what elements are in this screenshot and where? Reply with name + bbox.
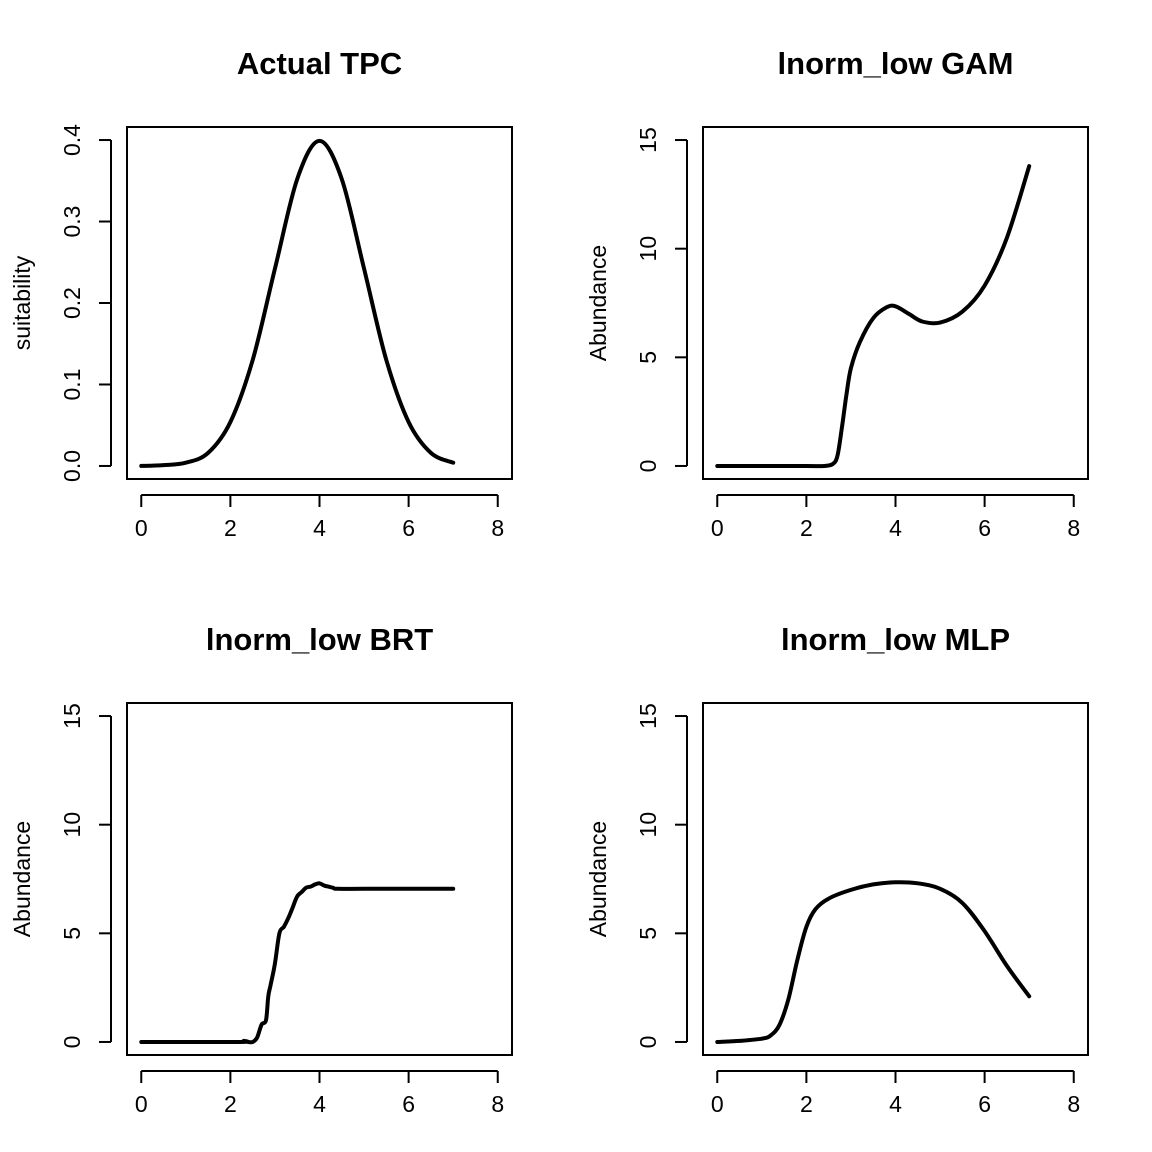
chart-title: Actual TPC	[237, 46, 402, 81]
panel-4: lnorm_low MLP 0 2 4 6 8 0 5 10 15 Abundance	[585, 622, 1089, 1117]
y-tick-label: 5	[635, 927, 661, 940]
y-tick-label: 0	[635, 460, 661, 473]
chart-title: lnorm_low BRT	[206, 622, 433, 657]
x-tick-label: 2	[800, 1091, 813, 1117]
panel-3: lnorm_low BRT 0 2 4 6 8 0 5 10 15 Abundance	[9, 622, 513, 1117]
plot-frame	[126, 126, 513, 480]
y-tick-label: 0.1	[59, 368, 85, 400]
series-line	[139, 138, 456, 468]
y-tick-label: 0.0	[59, 450, 85, 482]
y-axis-label: Abundance	[585, 821, 611, 937]
y-tick-label: 0	[635, 1036, 661, 1049]
x-tick-label: 2	[224, 515, 237, 541]
x-tick-label: 8	[1067, 515, 1080, 541]
x-tick-label: 6	[978, 515, 991, 541]
x-tick-label: 0	[711, 515, 724, 541]
series-line	[139, 881, 456, 1045]
x-tick-label: 0	[135, 1091, 148, 1117]
y-tick-label: 0.3	[59, 206, 85, 238]
y-tick-label: 5	[59, 927, 85, 940]
y-tick-label: 15	[635, 703, 661, 729]
x-tick-label: 4	[313, 515, 326, 541]
x-tick-label: 0	[711, 1091, 724, 1117]
series-line	[715, 164, 1032, 469]
x-tick-label: 6	[978, 1091, 991, 1117]
x-tick-label: 4	[313, 1091, 326, 1117]
y-tick-label: 10	[59, 812, 85, 838]
x-tick-label: 2	[224, 1091, 237, 1117]
y-tick-label: 0.2	[59, 287, 85, 319]
x-tick-label: 6	[402, 515, 415, 541]
y-axis-label: suitability	[9, 255, 35, 350]
x-tick-label: 4	[889, 1091, 902, 1117]
y-tick-label: 15	[59, 703, 85, 729]
panel-2: lnorm_low GAM 0 2 4 6 8 0 5 10 15 Abundance	[585, 46, 1089, 541]
x-tick-label: 8	[1067, 1091, 1080, 1117]
y-tick-label: 10	[635, 812, 661, 838]
y-tick-label: 0.4	[59, 124, 85, 156]
y-tick-label: 0	[59, 1036, 85, 1049]
y-axis-label: Abundance	[585, 245, 611, 361]
x-tick-label: 0	[135, 515, 148, 541]
x-tick-label: 4	[889, 515, 902, 541]
chart-title: lnorm_low MLP	[781, 622, 1010, 657]
x-tick-label: 6	[402, 1091, 415, 1117]
x-tick-label: 8	[491, 515, 504, 541]
plot-frame	[702, 126, 1089, 480]
x-tick-label: 2	[800, 515, 813, 541]
series-line	[715, 880, 1032, 1044]
y-axis-label: Abundance	[9, 821, 35, 937]
y-tick-label: 5	[635, 351, 661, 364]
panel-1: Actual TPC 0 2 4 6 8 0.0 0.1 0.2 0.3 0.4 suitabilit…	[9, 46, 513, 541]
x-tick-label: 8	[491, 1091, 504, 1117]
plot-frame	[126, 702, 513, 1056]
plot-frame	[702, 702, 1089, 1056]
y-tick-label: 15	[635, 127, 661, 153]
y-tick-label: 10	[635, 236, 661, 262]
chart-title: lnorm_low GAM	[778, 46, 1014, 81]
